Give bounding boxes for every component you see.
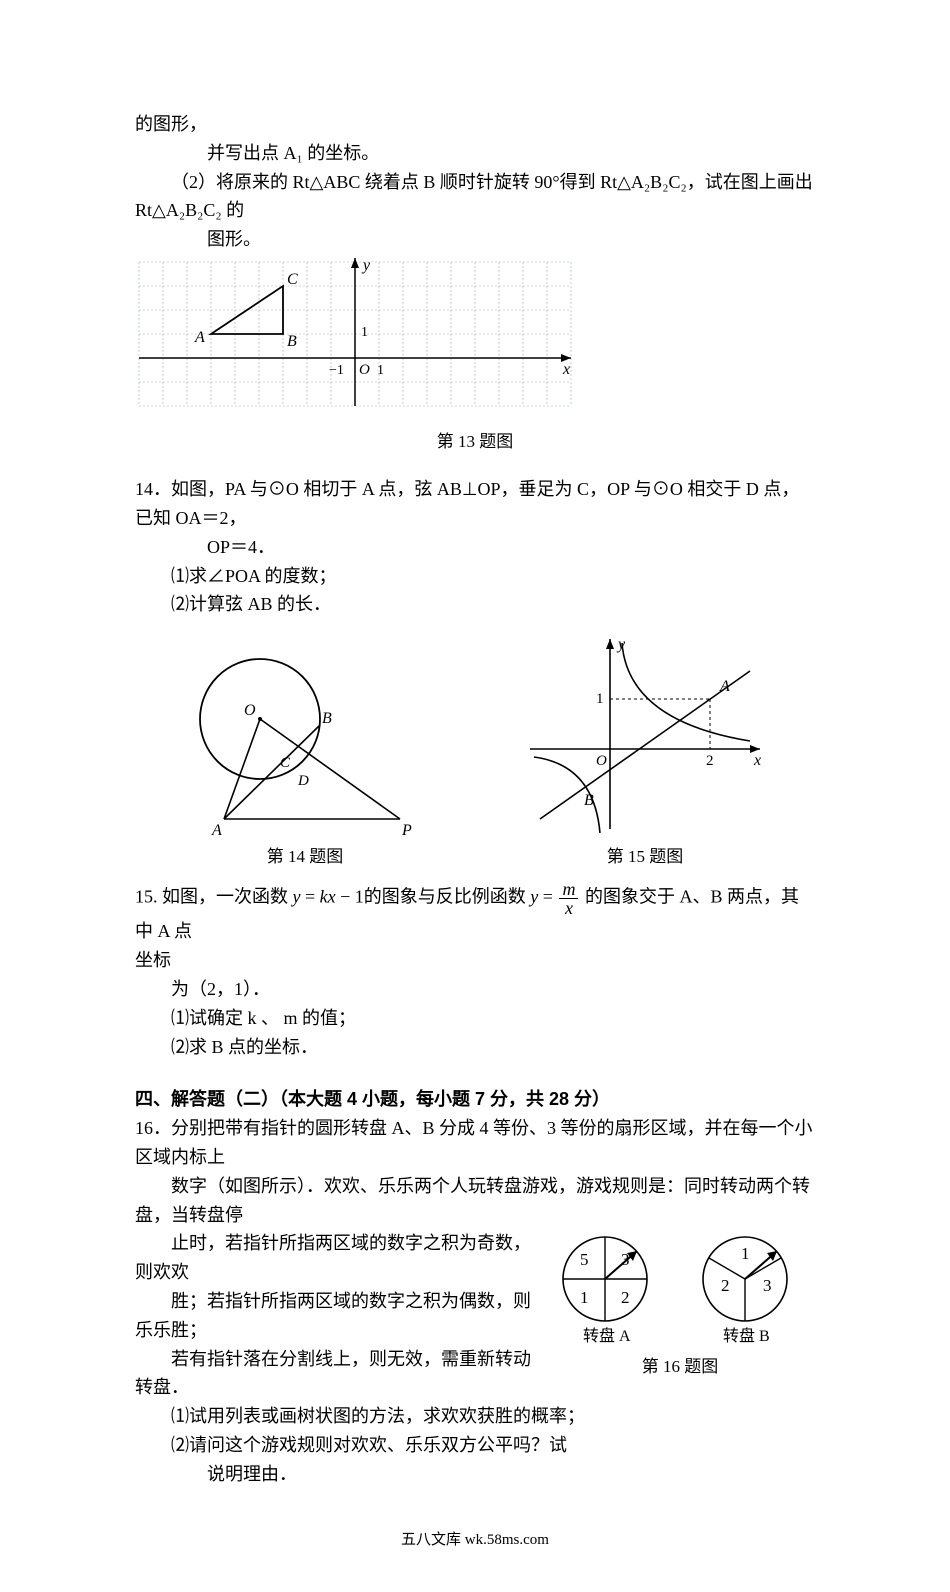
q16-B-2: 2 — [721, 1276, 730, 1295]
q15-eq2-eq: = — [538, 887, 557, 907]
q14-A-label: A — [211, 822, 222, 839]
q14-C-label: C — [280, 755, 291, 771]
q13-line5: 图形。 — [135, 225, 261, 254]
q16-B-3: 3 — [763, 1276, 772, 1295]
q14-part1: ⑴求∠POA 的度数； — [135, 562, 815, 591]
q14-stem2: OP＝4． — [135, 533, 815, 562]
q14-part2: ⑵计算弦 AB 的长． — [135, 590, 815, 619]
q15-part2: ⑵求 B 点的坐标． — [135, 1033, 815, 1062]
q13-B-label: B — [287, 333, 297, 350]
q15-A-label: A — [719, 678, 730, 695]
q15-tick1: 1 — [596, 691, 604, 707]
q15-origin: O — [596, 753, 607, 769]
q15-eq1-eq: = — [301, 887, 320, 907]
q16-svg: 5 3 1 2 1 3 2 转盘 A 转盘 B — [545, 1229, 815, 1349]
q14-stem1: 14．如图，PA 与⊙O 相切于 A 点，弦 AB⊥OP，垂足为 C，OP 与⊙… — [135, 475, 815, 533]
q14-B-label: B — [322, 710, 332, 727]
q16-A-1: 1 — [580, 1288, 589, 1307]
q15-stem-d: 坐标 — [135, 946, 815, 975]
q13-origin: O — [359, 362, 370, 378]
q15-caption: 第 15 题图 — [607, 843, 684, 870]
q13-tick-y1: 1 — [361, 325, 368, 340]
q14-svg: O A P B C D — [180, 639, 430, 839]
q15-xlabel: x — [753, 752, 761, 769]
q16-part2: ⑵请问这个游戏规则对欢欢、乐乐双方公平吗？试 — [135, 1431, 815, 1460]
q14-P-label: P — [401, 822, 412, 839]
q16-B-1: 1 — [741, 1244, 750, 1263]
q15-eq1-kx: kx — [320, 887, 336, 907]
q13-xlabel: x — [562, 361, 570, 378]
q14-O-label: O — [244, 702, 256, 719]
q15-ylabel: y — [616, 636, 626, 653]
q15-B-label: B — [584, 792, 594, 809]
q16-A-5: 5 — [580, 1250, 589, 1269]
q16-caption: 第 16 题图 — [545, 1353, 815, 1380]
q14-D-label: D — [297, 773, 309, 789]
q13-line2: 并写出点 A₁ 的坐标。 — [135, 139, 815, 168]
q15-part1: ⑴试确定 k 、 m 的值； — [135, 1004, 815, 1033]
q15-eq1-y: y — [293, 887, 301, 907]
q13-A-label: A — [194, 329, 205, 346]
q13-tick-neg1: −1 — [329, 363, 344, 378]
q16-line2: 数字（如图所示）．欢欢、乐乐两个人玩转盘游戏，游戏规则是：同时转动两个转盘，当转… — [135, 1172, 815, 1230]
q13-grid-svg: y x O −1 1 1 A B C — [135, 254, 575, 424]
q13-caption: 第 13 题图 — [135, 428, 815, 455]
page-footer: 五八文库 wk.58ms.com — [135, 1528, 815, 1552]
q13-line3: （2）将原来的 Rt△ABC 绕着点 B 顺时针旋转 90°得到 Rt△A₂B₂… — [135, 168, 815, 197]
q13-figure: y x O −1 1 1 A B C 第 13 题图 — [135, 254, 815, 455]
q14-q15-figures: O A P B C D 第 14 题图 x y O — [135, 629, 815, 870]
q15-stem-b: 的图象与反比例函数 — [364, 887, 531, 907]
q15-svg: x y O A 2 1 B — [520, 629, 770, 839]
q16-A-2: 2 — [621, 1288, 630, 1307]
q16-figure: 5 3 1 2 1 3 2 转盘 A 转盘 B 第 16 题图 — [545, 1229, 815, 1380]
q15-eq1-m1: − 1 — [336, 887, 364, 907]
section4-title: 四、解答题（二）（本大题 4 小题，每小题 7 分，共 28 分） — [135, 1085, 815, 1114]
q15-stem: 15. 如图，一次函数 y = kx − 1的图象与反比例函数 y = mx 的… — [135, 880, 815, 946]
q16-part1: ⑴试用列表或画树状图的方法，求欢欢获胜的概率； — [135, 1402, 815, 1431]
q16-labelB: 转盘 B — [723, 1326, 770, 1345]
q13-C-label: C — [287, 271, 298, 288]
q13-line1: 的图形， — [135, 110, 815, 139]
q13-tick-pos1: 1 — [377, 363, 384, 378]
q16-labelA: 转盘 A — [583, 1326, 631, 1345]
q13-line4: Rt△A₂B₂C₂ 的 — [135, 196, 815, 225]
q15-stem-a: 15. 如图，一次函数 — [135, 887, 293, 907]
q15-tick2: 2 — [706, 753, 714, 769]
q15-line2: 为（2，1）． — [135, 975, 815, 1004]
q13-ylabel: y — [361, 257, 371, 274]
q14-caption: 第 14 题图 — [267, 843, 344, 870]
q16-line1: 16．分别把带有指针的圆形转盘 A、B 分成 4 等份、3 等份的扇形区域，并在… — [135, 1114, 815, 1172]
q16-part2b: 说明理由． — [135, 1460, 815, 1489]
